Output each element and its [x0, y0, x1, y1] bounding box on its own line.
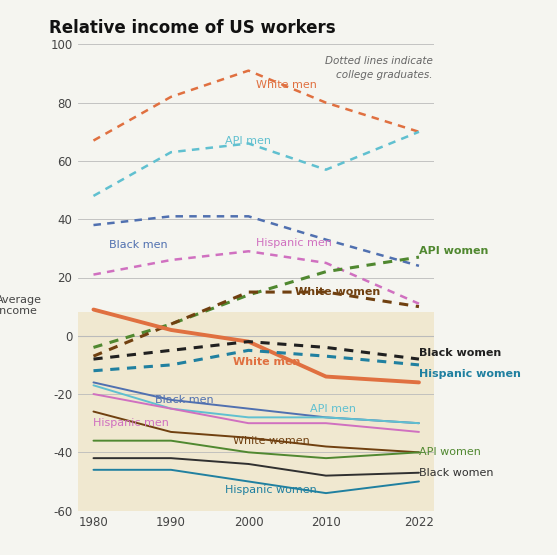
Text: Hispanic women: Hispanic women — [419, 369, 521, 379]
Text: White men: White men — [256, 80, 317, 90]
Text: API women: API women — [419, 447, 481, 457]
Text: Hispanic men: Hispanic men — [256, 238, 332, 248]
Text: Hispanic men: Hispanic men — [94, 418, 169, 428]
Text: White women: White women — [233, 436, 310, 446]
Text: Dotted lines indicate
college graduates.: Dotted lines indicate college graduates. — [325, 56, 433, 80]
Text: API women: API women — [419, 246, 488, 256]
Text: Relative income of US workers: Relative income of US workers — [50, 19, 336, 37]
Text: Black women: Black women — [419, 348, 501, 359]
Text: White men: White men — [233, 357, 300, 367]
Text: White women: White women — [295, 287, 380, 297]
Text: Black men: Black men — [109, 240, 168, 250]
Text: Average
income: Average income — [0, 295, 42, 316]
Text: API men: API men — [310, 403, 356, 413]
Text: API men: API men — [225, 135, 271, 145]
Text: Black men: Black men — [155, 395, 214, 405]
Bar — [78, 312, 434, 511]
Text: Black women: Black women — [419, 468, 494, 478]
Text: Hispanic women: Hispanic women — [225, 485, 317, 495]
